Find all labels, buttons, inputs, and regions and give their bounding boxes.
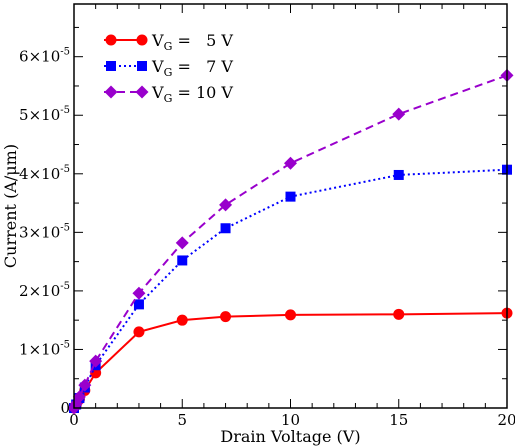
legend-label-suffix: = 5 V (172, 31, 233, 50)
legend-marker-1 (136, 34, 148, 46)
legend-label-suffix: = 10 V (172, 83, 233, 102)
legend-label-2: VG = 7 V (151, 57, 233, 79)
y-tick-label: 4×10-5 (19, 164, 70, 183)
series-3-point (175, 236, 189, 250)
series-3-point (284, 156, 297, 170)
legend-label-subscript: G (164, 40, 173, 53)
y-tick-exponent: -5 (60, 281, 70, 292)
series-3-point (72, 390, 86, 404)
y-tick-mantissa: 3×10 (19, 223, 60, 241)
x-tick-label: 20 (497, 411, 515, 429)
legend-marker-2 (106, 61, 116, 71)
legend-marker-2 (137, 61, 147, 71)
series-2-point (177, 255, 188, 266)
series-2 (69, 164, 512, 413)
y-tick-label: 1×10-5 (19, 339, 70, 358)
series-3-point (89, 354, 103, 368)
y-tick-label: 3×10-5 (19, 222, 70, 241)
series-1-point (393, 308, 405, 320)
y-tick-mantissa: 1×10 (19, 340, 60, 358)
x-tick-label: 15 (389, 411, 408, 429)
legend-marker-3 (135, 85, 149, 99)
series-1-point (220, 311, 232, 323)
y-tick-label: 6×10-5 (19, 47, 70, 66)
y-tick-mantissa: 5×10 (19, 106, 60, 124)
legend-label-prefix: V (151, 83, 164, 102)
series-3-point (219, 198, 233, 212)
y-axis-label: Current (A/μm) (1, 144, 20, 268)
y-tick-exponent: -5 (60, 222, 70, 233)
legend-marker-3 (104, 85, 118, 99)
y-tick-label: 5×10-5 (19, 105, 70, 124)
y-tick-exponent: -5 (60, 339, 70, 350)
y-tick-mantissa: 2×10 (19, 282, 60, 300)
axis-ticks: 0 5 10 15 2001×10-52×10-53×10-54×10-55×10-56… (19, 4, 515, 429)
x-tick-label: 5 (177, 411, 187, 429)
series-2-point (220, 223, 231, 234)
legend-label-subscript: G (164, 66, 173, 79)
y-tick-exponent: -5 (60, 164, 70, 175)
series-2-point (133, 299, 144, 310)
series-3 (67, 68, 514, 415)
legend-label-suffix: = 7 V (172, 57, 233, 76)
series-1-point (133, 326, 145, 338)
legend-label-prefix: V (151, 31, 164, 50)
series-1 (68, 307, 513, 414)
x-axis-label: Drain Voltage (V) (220, 427, 360, 446)
legend-marker-1 (105, 34, 117, 46)
series-3-point (392, 107, 406, 121)
y-tick-exponent: -5 (60, 105, 70, 116)
series-2-point (285, 191, 296, 202)
y-tick-label: 2×10-5 (19, 281, 70, 300)
y-tick-mantissa: 6×10 (19, 48, 60, 66)
series-2-point (393, 169, 404, 180)
legend-label-1: VG = 5 V (151, 31, 233, 53)
y-tick-exponent: -5 (60, 47, 70, 58)
legend-label-3: VG = 10 V (151, 83, 233, 105)
legend-label-subscript: G (164, 92, 173, 105)
y-tick-mantissa: 4×10 (19, 165, 60, 183)
x-tick-label: 10 (281, 411, 300, 429)
y-tick-mantissa: 0 (60, 399, 70, 417)
series-3-line (73, 74, 508, 409)
legend-label-prefix: V (151, 57, 164, 76)
series-3-point (132, 286, 146, 300)
legend: VG = 5 VVG = 7 VVG = 10 V (104, 31, 233, 105)
y-tick-label: 0 (60, 399, 70, 417)
series-1-point (176, 314, 188, 326)
series-3-point (78, 378, 92, 392)
plot-area (67, 68, 514, 415)
x-tick-label: 0 (69, 411, 79, 429)
series-1-point (285, 309, 296, 321)
